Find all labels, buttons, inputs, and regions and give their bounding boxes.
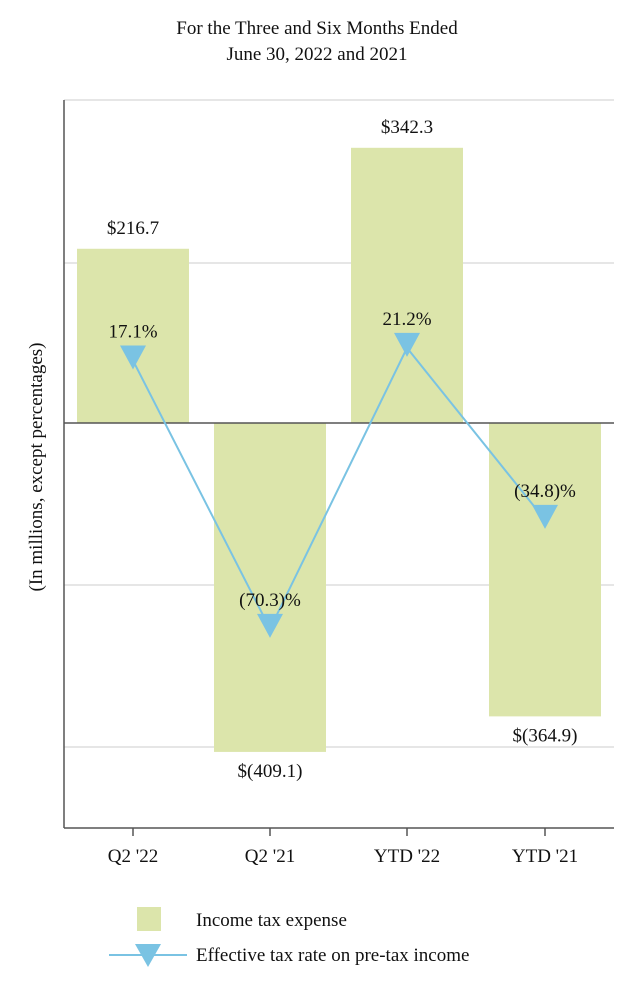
- bar-q2-22: [77, 248, 189, 423]
- rate-line-series: [120, 332, 558, 638]
- legend-marker-effective-tax-rate: [135, 944, 161, 967]
- chart-title-line-2: June 30, 2022 and 2021: [226, 44, 407, 65]
- rate-marker-ytd-22: [394, 332, 420, 357]
- bar-ytd-22: [351, 147, 463, 423]
- bar-q2-21: [214, 423, 326, 752]
- chart-title: For the Three and Six Months Ended June …: [176, 18, 458, 65]
- x-tick-label-q2-22: Q2 '22: [108, 846, 158, 867]
- rate-marker-ytd-21: [532, 504, 558, 529]
- rate-value-label-q2-21: (70.3)%: [239, 590, 301, 611]
- bar-value-label-q2-22: $216.7: [107, 218, 159, 239]
- rate-marker-q2-21: [257, 613, 283, 638]
- bar-value-label-ytd-22: $342.3: [381, 117, 433, 138]
- rate-marker-q2-22: [120, 345, 146, 370]
- legend-label-effective-tax-rate: Effective tax rate on pre-tax income: [196, 945, 469, 966]
- rate-value-label-ytd-21: (34.8)%: [514, 481, 576, 502]
- bar-value-label-q2-21: $(409.1): [238, 761, 303, 782]
- bars: [77, 147, 601, 752]
- rate-line: [132, 346, 546, 632]
- x-tick-label-ytd-22: YTD '22: [374, 846, 440, 867]
- x-tick-label-ytd-21: YTD '21: [512, 846, 578, 867]
- chart-title-line-1: For the Three and Six Months Ended: [176, 18, 458, 39]
- y-axis-label: (In millions, except percentages): [26, 342, 47, 591]
- rate-value-label-ytd-22: 21.2%: [382, 309, 431, 330]
- legend-swatch-income-tax-expense: [137, 907, 161, 931]
- legend: Income tax expense Effective tax rate on…: [109, 907, 469, 967]
- bar-value-label-ytd-21: $(364.9): [513, 725, 578, 746]
- x-axis-ticks: Q2 '22 Q2 '21 YTD '22 YTD '21: [108, 828, 578, 867]
- data-labels: $216.7 $(409.1) $342.3 $(364.9) 17.1% (70.3)%…: [107, 117, 578, 782]
- legend-label-income-tax-expense: Income tax expense: [196, 910, 347, 931]
- rate-value-label-q2-22: 17.1%: [108, 322, 157, 343]
- x-tick-label-q2-21: Q2 '21: [245, 846, 295, 867]
- bar-ytd-21: [489, 423, 601, 717]
